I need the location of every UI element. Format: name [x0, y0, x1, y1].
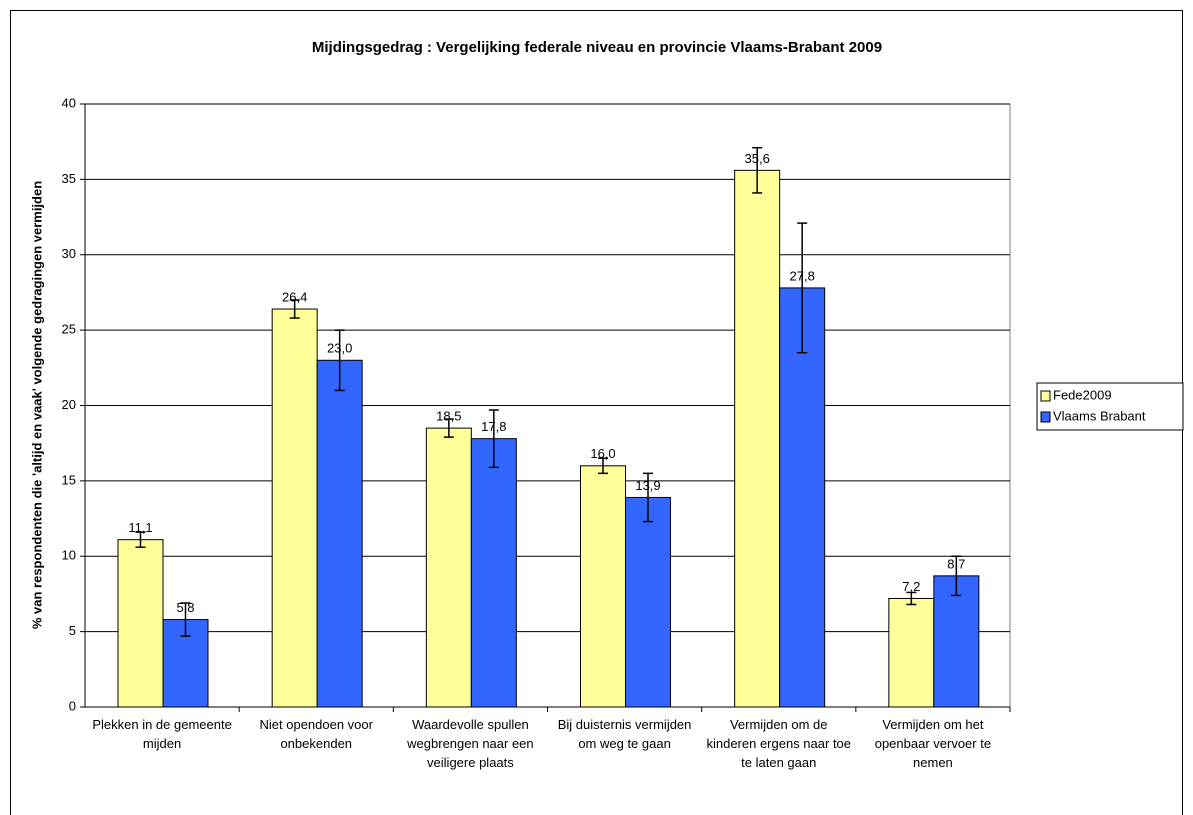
bar [580, 465, 626, 708]
bar [271, 308, 318, 708]
y-axis-label: % van respondenten die 'altijd en vaak' … [29, 181, 44, 629]
bar [888, 597, 935, 708]
y-tick-label: 15 [62, 472, 76, 487]
value-label: 23,0 [327, 341, 352, 356]
legend-label: Fede2009 [1053, 387, 1112, 402]
bar [625, 496, 671, 708]
value-label: 27,8 [790, 268, 815, 283]
legend-swatch [1040, 411, 1051, 423]
legend-box [1036, 382, 1184, 431]
x-tick-label: Bij duisternis vermijden om weg te gaan [557, 717, 692, 751]
bar [316, 359, 363, 708]
bar [117, 539, 164, 708]
x-tick-label: Niet opendoen voor onbekenden [259, 717, 373, 751]
value-label: 18,5 [436, 409, 461, 424]
legend-swatch [1040, 390, 1051, 402]
value-label: 11,1 [128, 520, 152, 535]
y-tick-label: 0 [69, 698, 76, 713]
value-label: 13,9 [635, 478, 660, 493]
bar [425, 427, 472, 708]
value-label: 35,6 [745, 151, 770, 166]
bar [734, 169, 781, 708]
x-tick-label: Plekken in de gemeente mijden [92, 717, 232, 751]
x-tick-label: Vermijden om de kinderen ergens naar toe… [706, 717, 852, 770]
y-tick-label: 30 [62, 246, 76, 261]
x-tick-label: Waardevolle spullen wegbrengen naar een … [407, 717, 534, 770]
chart-title: Mijdingsgedrag : Vergelijking federale n… [312, 39, 882, 56]
x-tick-label: Vermijden om het openbaar vervoer te nem… [874, 717, 992, 770]
value-label: 5,8 [176, 600, 194, 615]
y-tick-label: 10 [62, 548, 76, 563]
y-tick-label: 5 [69, 623, 76, 638]
y-tick-label: 25 [62, 322, 76, 337]
y-tick-label: 20 [62, 397, 76, 412]
bar [933, 575, 980, 708]
bar [779, 287, 826, 708]
value-label: 16,0 [590, 446, 615, 461]
y-tick-label: 40 [62, 95, 76, 110]
value-label: 8,7 [947, 556, 965, 571]
value-label: 17,8 [481, 419, 506, 434]
y-tick-label: 35 [62, 171, 76, 186]
value-label: 26,4 [282, 289, 307, 304]
value-label: 7,2 [902, 579, 920, 594]
legend-label: Vlaams Brabant [1053, 408, 1146, 423]
bar [470, 438, 517, 708]
